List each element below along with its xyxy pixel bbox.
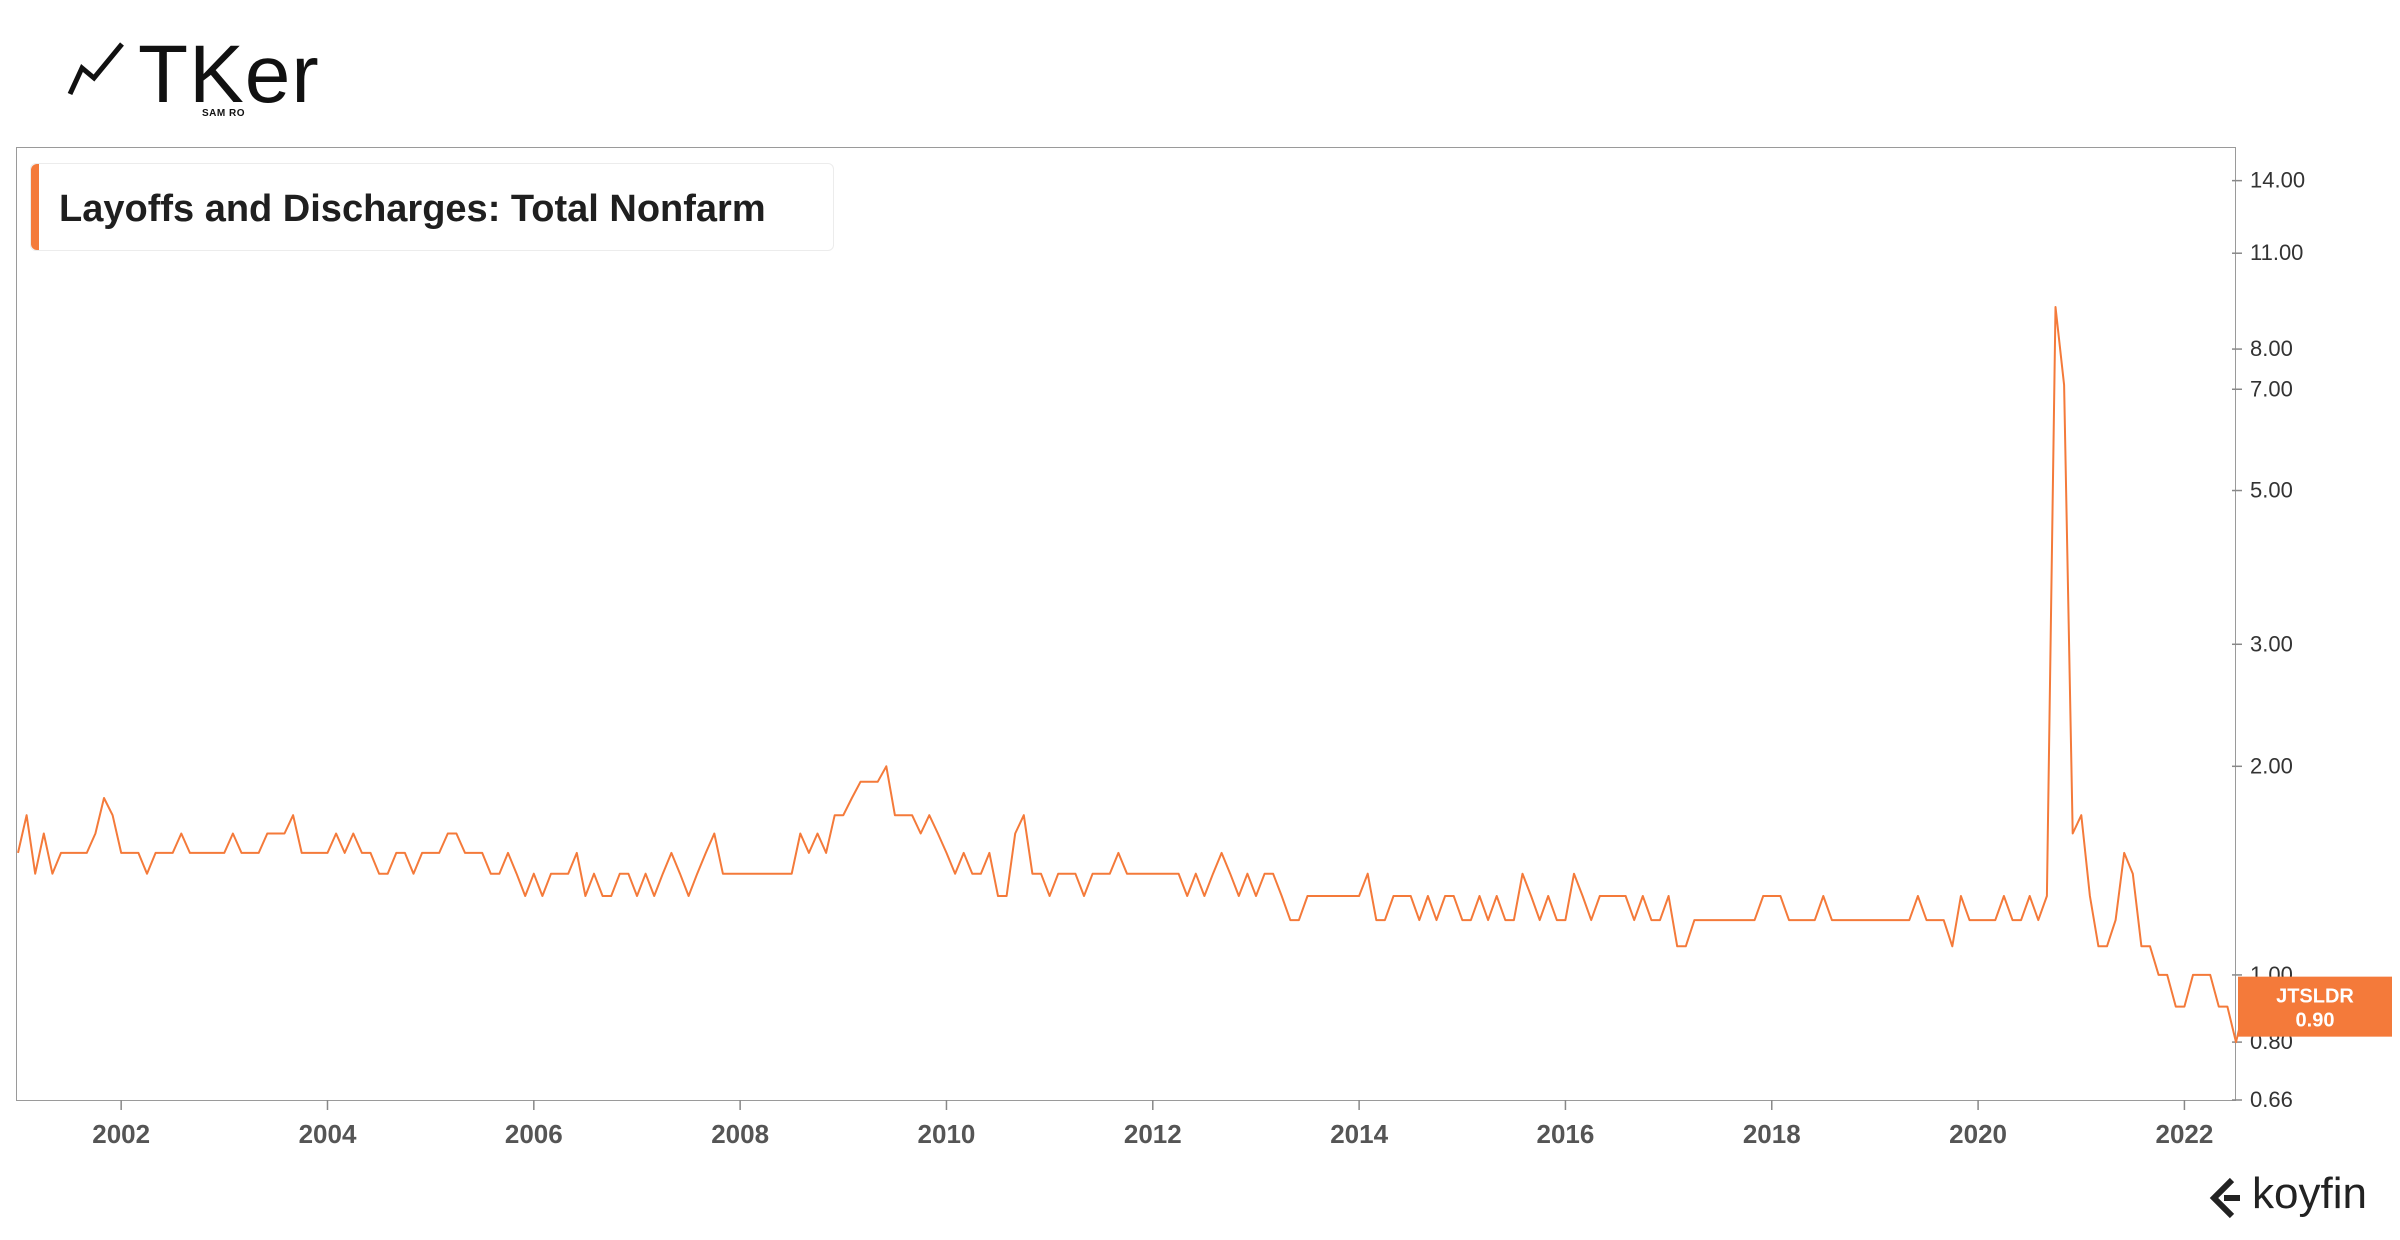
x-tick-label: 2004 — [299, 1119, 357, 1149]
last-value-series: JTSLDR — [2276, 986, 2354, 1008]
brand-logo: TKer SAM RO — [66, 30, 326, 130]
y-tick-label: 2.00 — [2250, 753, 2293, 778]
brand-subtitle: SAM RO — [202, 108, 245, 119]
y-axis: 0.660.801.002.003.005.007.008.0011.0014.… — [2232, 168, 2305, 1112]
chart-frame — [16, 147, 2236, 1101]
y-tick-label: 0.66 — [2250, 1087, 2293, 1112]
trend-line-icon — [67, 42, 124, 96]
koyfin-chevron-icon — [2209, 1177, 2240, 1219]
y-tick-label: 3.00 — [2250, 631, 2293, 656]
y-tick-label: 11.00 — [2250, 240, 2303, 265]
x-tick-label: 2006 — [505, 1119, 563, 1149]
y-tick-label: 7.00 — [2250, 376, 2293, 401]
x-tick-label: 2022 — [2155, 1119, 2213, 1149]
x-tick-label: 2018 — [1743, 1119, 1801, 1149]
x-tick-label: 2014 — [1330, 1119, 1388, 1149]
series-line-jtsldr — [17, 306, 2305, 1044]
last-value-badge — [2238, 976, 2392, 1037]
provider-logo: koyfin — [2206, 1172, 2386, 1222]
y-tick-label: 14.00 — [2250, 168, 2305, 193]
series-layer — [17, 306, 2305, 1044]
last-value-number: 0.90 — [2296, 1010, 2335, 1032]
x-tick-label: 2010 — [918, 1119, 976, 1149]
x-tick-label: 2016 — [1537, 1119, 1595, 1149]
x-tick-label: 2012 — [1124, 1119, 1182, 1149]
x-tick-label: 2008 — [711, 1119, 769, 1149]
x-tick-label: 2020 — [1949, 1119, 2007, 1149]
y-tick-label: 8.00 — [2250, 336, 2293, 361]
chart-title-box: Layoffs and Discharges: Total Nonfarm — [30, 163, 834, 251]
x-axis: 2002 2004 2006 2008 2010 2012 2014 2016 2018 2020… — [92, 1100, 2213, 1149]
y-tick-label: 5.00 — [2250, 478, 2293, 503]
brand-name: TKer — [138, 29, 320, 120]
x-tick-label: 2002 — [92, 1119, 150, 1149]
title-accent — [31, 164, 39, 250]
chart-title: Layoffs and Discharges: Total Nonfarm — [59, 188, 766, 230]
provider-name: koyfin — [2252, 1169, 2367, 1218]
